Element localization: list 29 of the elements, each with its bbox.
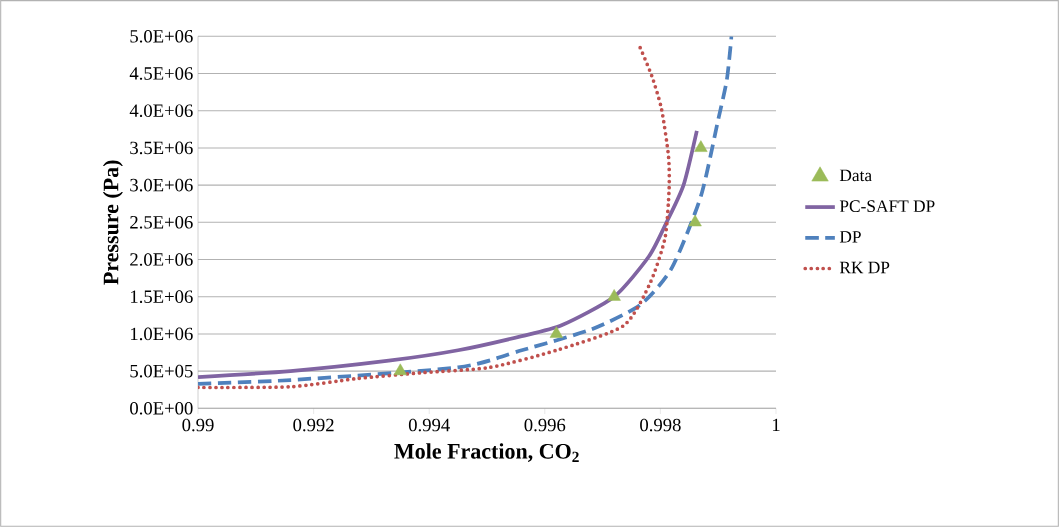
y-tick-label: 3.5E+06 (130, 141, 193, 155)
legend-label: Data (839, 169, 872, 182)
y-tick-label: 1.5E+06 (131, 290, 193, 304)
y-tick-label: 2.5E+06 (130, 215, 193, 229)
legend-label: PC-SAFT DP (839, 200, 935, 212)
point (607, 289, 621, 301)
y-tick-label: 0.0E+00 (130, 401, 193, 415)
y-tick-label: 3.0E+06 (130, 178, 193, 192)
x-tick-label: 0.998 (640, 418, 681, 432)
point (393, 363, 407, 376)
x-tick-label: 0.992 (293, 418, 334, 432)
x-axis-title: Mole Fraction, CO$_{2}$ (394, 443, 579, 462)
y-tick-label: 5.0E+06 (130, 29, 193, 43)
legend-label: DP (839, 231, 861, 243)
y-tick-label: 5.0E+05 (130, 364, 193, 378)
x-tick-label: 0.99 (182, 418, 214, 432)
line-series (198, 128, 699, 379)
y-tick-label: 2.0E+06 (130, 253, 193, 266)
point (688, 214, 702, 227)
y-tick-label: 4.5E+06 (129, 67, 193, 80)
y-axis-title: Pressure (Pa) (102, 160, 123, 285)
y-tick-label: 4.0E+06 (129, 104, 193, 118)
point (694, 140, 708, 152)
x-tick-label: 0.996 (524, 418, 566, 432)
legend-label: RK DP (839, 261, 890, 274)
point (549, 326, 563, 338)
x-tick-label: 0.994 (408, 418, 450, 432)
y-tick-label: 1.0E+06 (131, 327, 193, 341)
x-tick-label: 1 (772, 418, 780, 432)
